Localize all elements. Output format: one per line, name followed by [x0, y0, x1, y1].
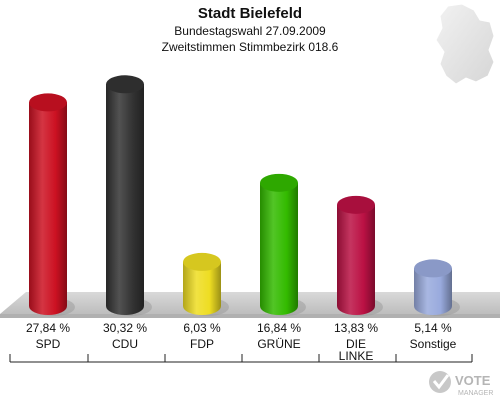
logo-text-manager: MANAGER [458, 390, 493, 397]
category-label-spd: SPD [36, 337, 61, 351]
chart-subtitle-district: Zweitstimmen Stimmbezirk 018.6 [162, 40, 339, 54]
logo-text-vote: VOTE [455, 373, 491, 388]
bar-sonstige [414, 259, 460, 316]
category-label-cdu: CDU [112, 337, 138, 351]
value-label-die-linke: 13,83 % [334, 321, 378, 335]
bar-die-linke [337, 195, 383, 316]
value-label-sonstige: 5,14 % [414, 321, 452, 335]
value-label-fdp: 6,03 % [183, 321, 221, 335]
logo-check-icon [429, 371, 451, 393]
value-labels-group: 27,84 % 30,32 % 6,03 % 16,84 % 13,83 % 5,14 % [26, 321, 452, 335]
bar-gr-ne [260, 173, 306, 316]
chart-title: Stadt Bielefeld [198, 5, 302, 22]
value-label-cdu: 30,32 % [103, 321, 147, 335]
bars-group [29, 75, 460, 316]
category-label-gr-ne: GRÜNE [257, 337, 300, 351]
bar-cdu [106, 75, 152, 316]
value-label-spd: 27,84 % [26, 321, 70, 335]
category-label-die-linke: DIE LINKE [339, 337, 374, 363]
germany-map-icon [435, 3, 495, 85]
category-label-fdp: FDP [190, 337, 214, 351]
category-label-sonstige: Sonstige [410, 337, 457, 351]
bar-spd [29, 93, 75, 316]
vote-manager-logo: VOTE MANAGER [429, 371, 493, 397]
bar-fdp [183, 252, 229, 316]
category-axis: SPD CDU FDP GRÜNE DIE LINKE Sonstige [9, 337, 473, 363]
chart-subtitle-date: Bundestagswahl 27.09.2009 [174, 24, 326, 38]
value-label-gr-ne: 16,84 % [257, 321, 301, 335]
